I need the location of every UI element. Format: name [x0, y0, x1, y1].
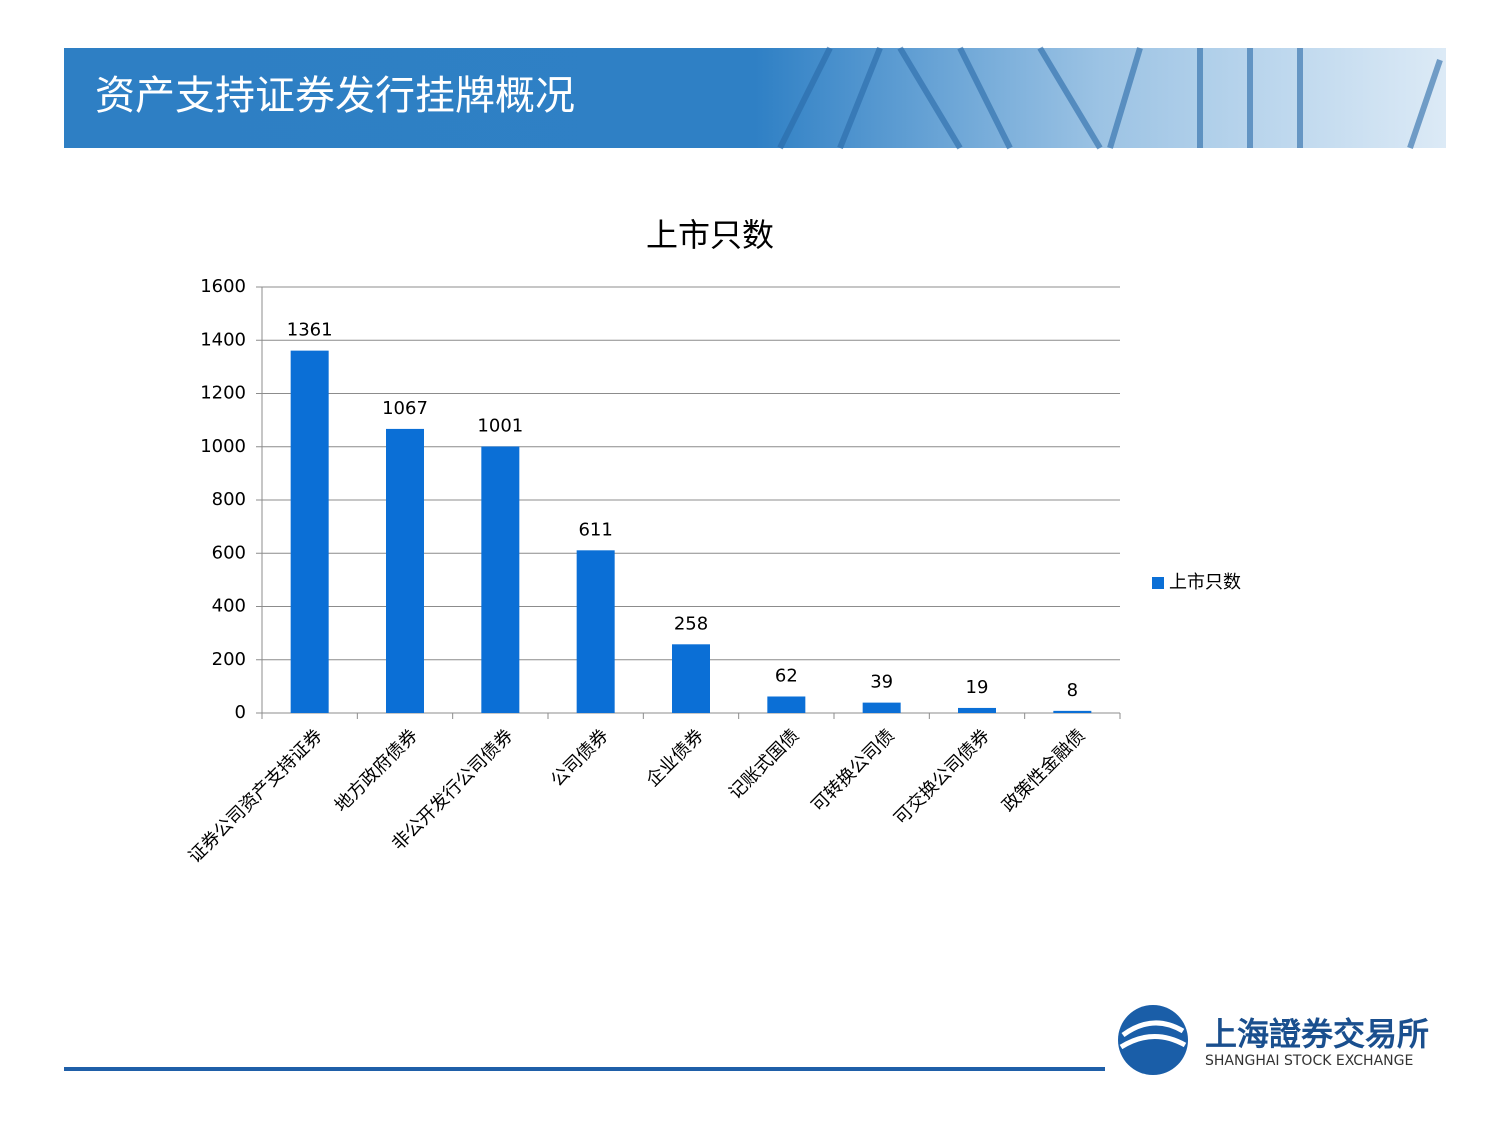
bar: [386, 428, 424, 713]
bar: [767, 696, 806, 713]
y-tick-label: 400: [212, 596, 246, 617]
chart: 0 200 400 600 800 1000 1200 1400 1600 证券公司资产支持证券地…: [185, 276, 1241, 867]
data-label: 1001: [477, 415, 523, 436]
data-label: 1361: [287, 320, 333, 341]
data-label: 258: [674, 613, 708, 634]
data-label: 1067: [382, 398, 428, 419]
y-tick-label: 1000: [200, 436, 246, 457]
x-tick-label: 地方政府债券: [331, 725, 422, 816]
y-tick-label: 0: [235, 702, 246, 723]
bar: [672, 644, 710, 713]
legend-label: 上市只数: [1169, 572, 1241, 593]
y-tick-label: 1200: [200, 383, 246, 404]
bar: [1053, 710, 1092, 713]
logo: 上海證券交易所 SHANGHAI STOCK EXCHANGE: [1118, 1005, 1429, 1075]
x-tick-label: 可交换公司债券: [890, 725, 994, 829]
header-decoration: [777, 46, 1443, 150]
y-tick-label: 600: [212, 542, 246, 563]
logo-cn: 上海證券交易所: [1205, 1015, 1429, 1053]
header-title: 资产支持证券发行挂牌概况: [95, 73, 575, 119]
data-label: 62: [775, 665, 798, 686]
y-tick-label: 800: [212, 489, 246, 510]
data-label: 39: [870, 672, 893, 693]
logo-en: SHANGHAI STOCK EXCHANGE: [1205, 1053, 1413, 1069]
x-tick-label: 公司债券: [547, 725, 613, 791]
data-label: 8: [1067, 680, 1078, 701]
bar: [290, 350, 329, 713]
y-tick-label: 200: [212, 649, 246, 670]
bar: [958, 707, 996, 713]
bar: [481, 446, 520, 713]
y-tick-label: 1400: [200, 329, 246, 350]
bar: [576, 550, 615, 713]
x-tick-label: 记账式国债: [725, 725, 803, 803]
x-tick-label: 企业债券: [642, 725, 708, 791]
header-band: [64, 48, 1446, 148]
x-tick-label: 可转换公司债: [808, 725, 899, 816]
x-tick-label: 证券公司资产支持证券: [185, 725, 327, 867]
data-label: 611: [578, 519, 612, 540]
y-tick-label: 1600: [200, 276, 246, 297]
x-tick-label: 政策性金融债: [998, 725, 1089, 816]
chart-title: 上市只数: [646, 216, 774, 254]
data-label: 19: [966, 677, 989, 698]
bar: [862, 702, 901, 713]
legend-swatch: [1152, 577, 1164, 589]
